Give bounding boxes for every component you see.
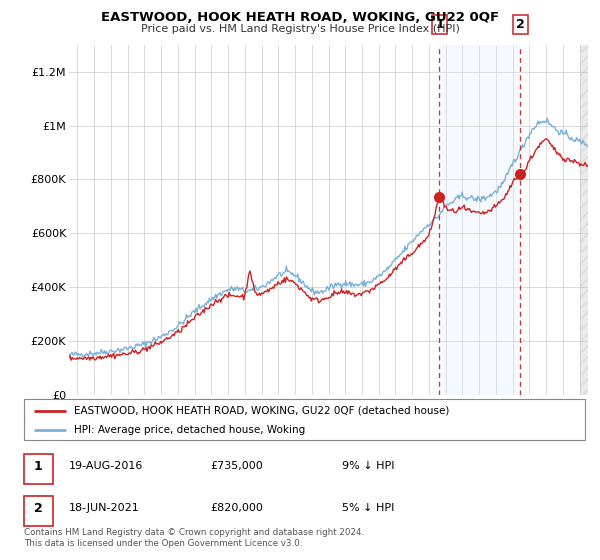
Text: 18-JUN-2021: 18-JUN-2021 (69, 503, 140, 513)
Text: 1: 1 (435, 18, 444, 31)
Text: 19-AUG-2016: 19-AUG-2016 (69, 461, 143, 471)
Text: 2: 2 (34, 502, 43, 515)
Text: EASTWOOD, HOOK HEATH ROAD, WOKING, GU22 0QF: EASTWOOD, HOOK HEATH ROAD, WOKING, GU22 … (101, 11, 499, 24)
FancyBboxPatch shape (24, 399, 585, 440)
Bar (439, 45, 520, 395)
Text: 2: 2 (516, 18, 525, 31)
Text: Contains HM Land Registry data © Crown copyright and database right 2024.
This d: Contains HM Land Registry data © Crown c… (24, 528, 364, 548)
Text: EASTWOOD, HOOK HEATH ROAD, WOKING, GU22 0QF (detached house): EASTWOOD, HOOK HEATH ROAD, WOKING, GU22 … (74, 405, 450, 416)
Text: Price paid vs. HM Land Registry's House Price Index (HPI): Price paid vs. HM Land Registry's House … (140, 24, 460, 34)
Text: £735,000: £735,000 (210, 461, 263, 471)
Bar (580, 45, 588, 395)
Text: 5% ↓ HPI: 5% ↓ HPI (342, 503, 394, 513)
Text: £820,000: £820,000 (210, 503, 263, 513)
Text: HPI: Average price, detached house, Woking: HPI: Average price, detached house, Woki… (74, 424, 306, 435)
Text: 1: 1 (34, 460, 43, 473)
Text: 9% ↓ HPI: 9% ↓ HPI (342, 461, 395, 471)
